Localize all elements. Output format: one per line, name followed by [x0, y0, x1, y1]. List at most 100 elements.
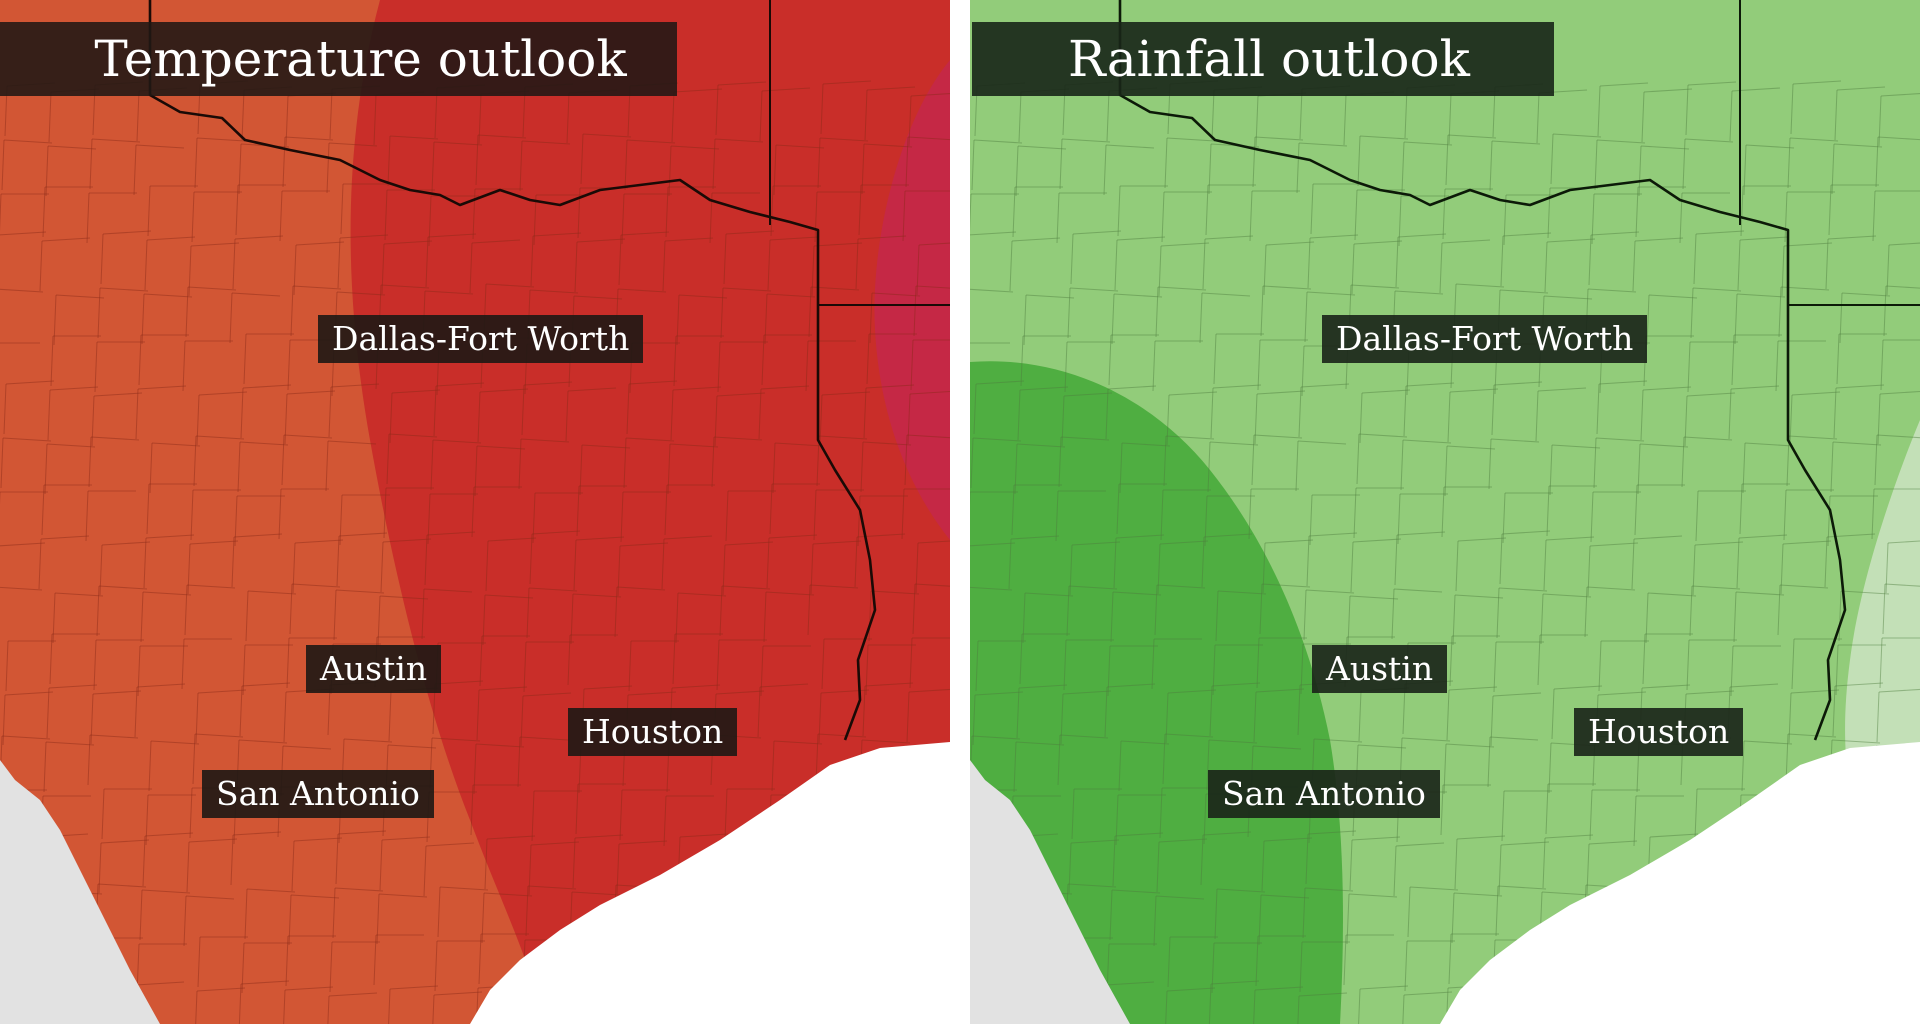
county-line [1451, 892, 1455, 944]
county-line [868, 590, 872, 642]
county-line [98, 585, 148, 590]
county-line [1070, 233, 1074, 285]
county-line [1258, 894, 1262, 946]
county-line [1788, 692, 1792, 744]
county-line [1304, 291, 1308, 343]
county-line [1265, 241, 1315, 246]
county-line [1631, 538, 1635, 590]
county-line [574, 241, 578, 293]
county-line [664, 484, 668, 536]
county-line [1649, 833, 1699, 838]
county-line [1553, 685, 1603, 690]
county-line [234, 495, 238, 547]
county-line [1165, 692, 1169, 744]
county-line [1306, 535, 1310, 587]
county-line [144, 239, 148, 291]
county-line [759, 683, 809, 688]
county-line [1731, 334, 1735, 386]
county-line [1296, 142, 1300, 194]
county-line [661, 538, 665, 590]
county-line [1729, 683, 1779, 688]
county-line [1156, 841, 1160, 893]
county-line [391, 389, 441, 394]
county-line [769, 236, 819, 241]
county-line [865, 384, 915, 389]
county-line [970, 193, 972, 232]
county-line [1743, 144, 1747, 196]
county-line [241, 89, 245, 141]
county-line [1491, 384, 1495, 436]
county-line [628, 380, 678, 385]
county-line [234, 235, 284, 240]
county-line [1262, 542, 1266, 594]
county-line [1107, 645, 1111, 697]
county-line [329, 88, 333, 140]
county-line [1502, 492, 1506, 544]
county-line [477, 391, 481, 443]
county-line [1015, 145, 1019, 197]
county-line [87, 734, 91, 786]
county-line [1841, 292, 1891, 297]
county-line [286, 637, 290, 689]
county-line [1208, 739, 1258, 744]
county-line [1735, 591, 1785, 596]
county-line [381, 243, 385, 295]
county-line [1832, 685, 1836, 737]
county-line [1261, 840, 1265, 892]
county-line [818, 435, 868, 440]
county-line [427, 493, 431, 545]
county-line [435, 382, 485, 387]
county-line [143, 293, 193, 298]
county-line [1405, 382, 1455, 387]
county-line [281, 434, 285, 486]
county-line [1112, 591, 1162, 596]
county-line [764, 293, 768, 345]
county-line [328, 142, 378, 147]
county-line [229, 292, 233, 344]
county-line [679, 833, 729, 838]
county-line [336, 535, 340, 587]
county-line [469, 242, 473, 294]
county-line [1737, 239, 1741, 291]
county-line [1359, 135, 1409, 140]
county-line [195, 990, 198, 1024]
county-line [1455, 540, 1459, 592]
county-line [1551, 688, 1555, 740]
county-line [915, 542, 919, 594]
county-line [821, 391, 871, 396]
county-line [775, 144, 825, 149]
county-line [1107, 385, 1157, 390]
county-line [194, 137, 198, 189]
county-line [1734, 293, 1738, 345]
county-line [475, 743, 525, 748]
county-line [975, 380, 1025, 385]
county-line [813, 489, 817, 541]
county-line [567, 387, 617, 392]
county-line [971, 139, 975, 191]
county-line [1062, 690, 1112, 695]
county-line [1839, 292, 1843, 344]
county-line [1598, 380, 1648, 385]
county-line [1887, 540, 1920, 544]
county-line [1394, 534, 1398, 586]
county-line [377, 595, 381, 647]
county-line [186, 584, 236, 589]
county-line [1825, 238, 1829, 290]
county-line [1686, 639, 1690, 691]
county-line [667, 443, 671, 495]
county-line [1349, 595, 1399, 600]
county-line [1789, 137, 1839, 142]
county-line [1834, 89, 1838, 141]
county-line [1874, 434, 1878, 486]
county-line [1791, 638, 1795, 690]
county-line [135, 144, 185, 149]
county-line [1017, 389, 1021, 441]
county-line [142, 591, 192, 596]
county-line [146, 483, 150, 535]
county-line [628, 640, 632, 692]
county-line [1210, 387, 1214, 439]
county-line [192, 733, 196, 785]
county-line [672, 633, 676, 685]
county-line [231, 292, 281, 297]
county-line [238, 739, 288, 744]
